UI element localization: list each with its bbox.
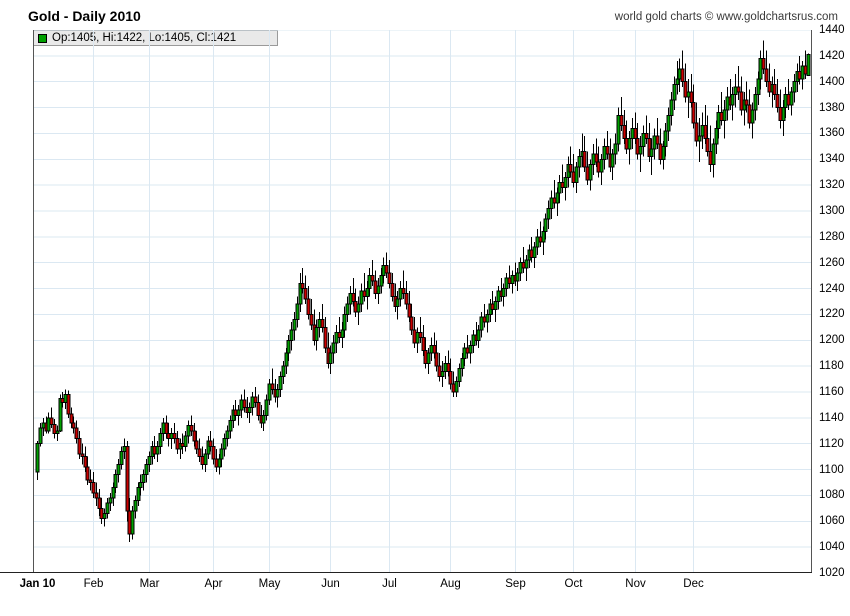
y-axis-tick-label: 1080: [819, 489, 845, 502]
x-axis-tick-label: Aug: [440, 578, 461, 590]
x-axis-tick-label: Mar: [139, 578, 160, 590]
x-axis-tick-label: May: [258, 578, 281, 590]
x-axis-tick-label: Oct: [564, 578, 583, 590]
plot-area: [33, 30, 812, 573]
legend-ohlc-box: Op:1405, Hi:1422, Lo:1405, Cl:1421: [33, 30, 278, 46]
y-axis-tick-label: 1300: [819, 205, 845, 217]
x-axis-tick-label: Feb: [83, 578, 104, 590]
x-axis-tick-label: Dec: [683, 578, 704, 590]
y-axis-tick-label: 1220: [819, 308, 845, 321]
y-axis-tick-label: 1100: [819, 463, 844, 476]
up-candle-swatch-icon: [38, 33, 47, 43]
attribution-text: world gold charts © www.goldchartsrus.co…: [614, 11, 838, 23]
x-axis-tick-label: Jun: [321, 578, 340, 590]
x-axis-tick-label: Jan 10: [19, 578, 56, 590]
y-axis-tick-label: 1400: [819, 75, 845, 88]
y-axis-tick-label: 1280: [819, 230, 845, 243]
y-axis-tick-label: 1200: [819, 334, 845, 347]
y-axis-tick-label: 1260: [819, 256, 845, 269]
y-axis-tick-label: 1040: [819, 541, 845, 554]
candlestick-svg: [33, 30, 812, 573]
y-axis-tick-label: 1240: [819, 282, 845, 295]
x-axis-baseline: [0, 572, 812, 573]
y-axis-tick-label: 1380: [819, 101, 845, 114]
y-axis-tick-label: 1320: [819, 179, 845, 192]
chart-title: Gold - Daily 2010: [28, 8, 141, 24]
x-axis-tick-label: Nov: [625, 578, 646, 590]
y-axis-tick-label: 1340: [819, 153, 845, 166]
y-axis-tick-label: 1160: [819, 386, 844, 398]
y-axis-tick-label: 1440: [819, 24, 845, 36]
y-axis-tick-label: 1020: [819, 567, 845, 579]
x-axis-tick-label: Apr: [204, 578, 223, 590]
y-axis-tick-label: 1060: [819, 515, 845, 528]
horizontal-gridlines: [33, 30, 812, 573]
x-axis-tick-label: Sep: [505, 578, 526, 590]
candlestick-series: [35, 40, 811, 542]
y-axis-tick-label: 1140: [819, 411, 844, 424]
y-axis-tick-label: 1360: [819, 127, 845, 140]
x-axis-tick-label: Jul: [382, 578, 397, 590]
y-axis-tick-label: 1120: [819, 437, 844, 450]
legend-ohlc-text: Op:1405, Hi:1422, Lo:1405, Cl:1421: [52, 32, 237, 44]
y-axis-tick-label: 1420: [819, 49, 845, 62]
y-axis-tick-label: 1180: [819, 360, 844, 373]
